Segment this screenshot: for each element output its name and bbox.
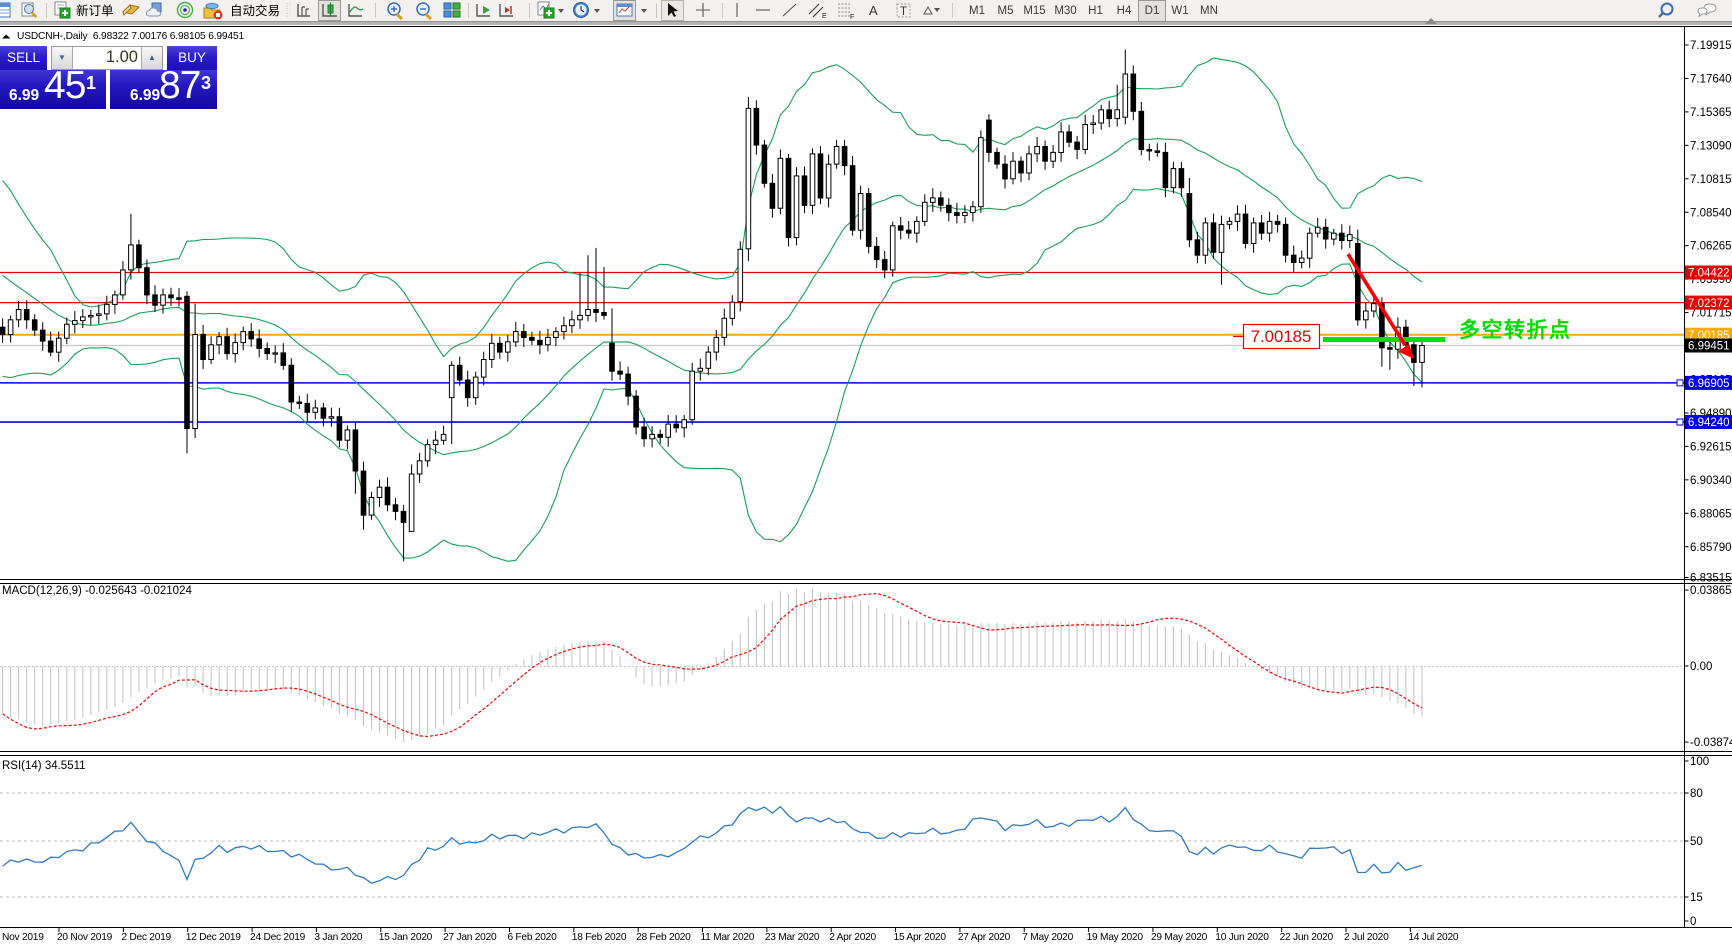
svg-text:27 Apr 2020: 27 Apr 2020 xyxy=(958,932,1011,943)
svg-text:100: 100 xyxy=(1690,756,1709,768)
svg-text:6 Feb 2020: 6 Feb 2020 xyxy=(507,932,557,943)
svg-text:11 Mar 2020: 11 Mar 2020 xyxy=(701,932,755,943)
svg-text:0: 0 xyxy=(1690,916,1696,928)
svg-text:7.06265: 7.06265 xyxy=(1690,241,1732,253)
svg-text:F: F xyxy=(850,14,854,21)
svg-text:7.17640: 7.17640 xyxy=(1690,73,1732,85)
svg-text:10 Jun 2020: 10 Jun 2020 xyxy=(1215,932,1269,943)
svg-text:7 May 2020: 7 May 2020 xyxy=(1022,932,1073,943)
svg-text:24 Dec 2019: 24 Dec 2019 xyxy=(250,932,306,943)
svg-text:6.83515: 6.83515 xyxy=(1690,573,1732,585)
svg-text:7.01715: 7.01715 xyxy=(1690,308,1732,320)
svg-text:15: 15 xyxy=(1690,892,1703,904)
svg-text:27 Jan 2020: 27 Jan 2020 xyxy=(443,932,497,943)
svg-text:6.94240: 6.94240 xyxy=(1688,417,1730,429)
svg-text:7.15365: 7.15365 xyxy=(1690,107,1732,119)
svg-text:0.038653: 0.038653 xyxy=(1690,585,1732,597)
svg-text:7.00185: 7.00185 xyxy=(1251,327,1312,346)
svg-text:自动交易: 自动交易 xyxy=(230,3,280,18)
svg-text:15 Jan 2020: 15 Jan 2020 xyxy=(379,932,433,943)
svg-text:6.99451: 6.99451 xyxy=(1688,341,1730,353)
svg-text:7.08540: 7.08540 xyxy=(1690,207,1732,219)
svg-text:14 Jul 2020: 14 Jul 2020 xyxy=(1408,932,1459,943)
svg-text:12 Dec 2019: 12 Dec 2019 xyxy=(186,932,242,943)
svg-text:7.02372: 7.02372 xyxy=(1688,298,1730,310)
svg-text:E: E xyxy=(822,13,827,20)
svg-text:22 Jun 2020: 22 Jun 2020 xyxy=(1280,932,1334,943)
svg-text:0.00: 0.00 xyxy=(1690,661,1712,673)
svg-text:3 Jan 2020: 3 Jan 2020 xyxy=(314,932,362,943)
svg-text:2 Apr 2020: 2 Apr 2020 xyxy=(829,932,876,943)
svg-text:15 Apr 2020: 15 Apr 2020 xyxy=(894,932,947,943)
svg-text:6.90340: 6.90340 xyxy=(1690,475,1732,487)
svg-text:6.88065: 6.88065 xyxy=(1690,508,1732,520)
svg-text:6.85790: 6.85790 xyxy=(1690,542,1732,554)
svg-text:7.04422: 7.04422 xyxy=(1688,268,1730,280)
svg-text:多空转折点: 多空转折点 xyxy=(1459,318,1572,342)
svg-text:2 Jul 2020: 2 Jul 2020 xyxy=(1344,932,1389,943)
svg-text:Nov 2019: Nov 2019 xyxy=(2,932,44,943)
svg-text:新订单: 新订单 xyxy=(76,3,114,18)
svg-text:7.10815: 7.10815 xyxy=(1690,174,1732,186)
svg-text:28 Feb 2020: 28 Feb 2020 xyxy=(636,932,691,943)
svg-text:6.96905: 6.96905 xyxy=(1688,378,1730,390)
svg-text:23 Mar 2020: 23 Mar 2020 xyxy=(765,932,820,943)
svg-text:USDCNH-,Daily 6.98322 7.00176: USDCNH-,Daily 6.98322 7.00176 6.98105 6.… xyxy=(17,31,244,42)
svg-text:80: 80 xyxy=(1690,788,1703,800)
svg-text:RSI(14) 34.5511: RSI(14) 34.5511 xyxy=(2,760,86,772)
svg-text:7.19915: 7.19915 xyxy=(1690,40,1732,52)
svg-text:50: 50 xyxy=(1690,836,1703,848)
svg-text:2 Dec 2019: 2 Dec 2019 xyxy=(121,932,171,943)
svg-text:29 May 2020: 29 May 2020 xyxy=(1151,932,1208,943)
svg-text:A: A xyxy=(869,3,878,18)
svg-text:T: T xyxy=(900,6,907,18)
svg-text:7.13090: 7.13090 xyxy=(1690,140,1732,152)
svg-text:6.92615: 6.92615 xyxy=(1690,441,1732,453)
svg-text:18 Feb 2020: 18 Feb 2020 xyxy=(572,932,627,943)
svg-text:20 Nov 2019: 20 Nov 2019 xyxy=(57,932,113,943)
svg-text:MACD(12,26,9) -0.025643 -0.021: MACD(12,26,9) -0.025643 -0.021024 xyxy=(2,585,192,597)
svg-text:19 May 2020: 19 May 2020 xyxy=(1087,932,1144,943)
svg-text:-0.038745: -0.038745 xyxy=(1690,737,1732,749)
